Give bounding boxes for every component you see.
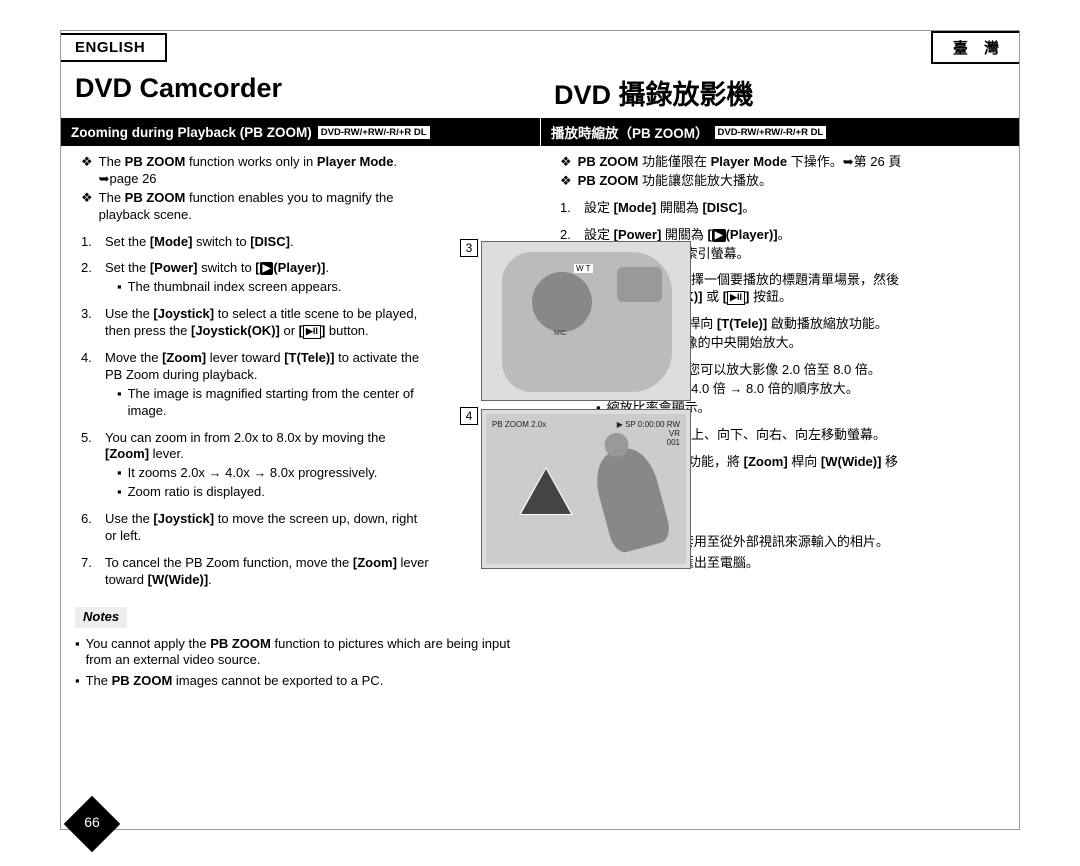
step-item: 2.Set the [Power] switch to [▶(Player)].… xyxy=(81,260,526,296)
lang-label-taiwan: 臺 灣 xyxy=(931,31,1019,64)
disc-badge-right: DVD-RW/+RW/-R/+R DL xyxy=(715,126,827,139)
intro-item: ❖PB ZOOM 功能讓您能放大播放。 xyxy=(560,173,1005,190)
intro-item: ❖The PB ZOOM function works only in Play… xyxy=(81,154,526,188)
disc-badge-left: DVD-RW/+RW/-R/+R DL xyxy=(318,126,430,139)
title-left: DVD Camcorder xyxy=(61,63,540,118)
step-item: 5.You can zoom in from 2.0x to 8.0x by m… xyxy=(81,430,526,502)
step-item: 6.Use the [Joystick] to move the screen … xyxy=(81,511,526,545)
steps-list-en: 1.Set the [Mode] switch to [DISC].2.Set … xyxy=(75,234,526,589)
note-item: ▪The PB ZOOM images cannot be exported t… xyxy=(75,673,526,690)
figure-4-number: 4 xyxy=(460,407,478,425)
osd-pbzoom: PB ZOOM 2.0x xyxy=(492,420,546,429)
page-number: 66 xyxy=(68,814,116,830)
section-title-right: 播放時縮放（PB ZOOM） xyxy=(551,122,709,142)
note-item: ▪You cannot apply the PB ZOOM function t… xyxy=(75,636,526,670)
figure-3-number: 3 xyxy=(460,239,478,257)
notes-list-en: ▪You cannot apply the PB ZOOM function t… xyxy=(75,636,526,691)
lang-left-wrap: ENGLISH xyxy=(61,31,540,63)
playback-screenshot: PB ZOOM 2.0x ▶ SP 0:00:00 RW VR 001 xyxy=(486,414,686,564)
lang-label-english: ENGLISH xyxy=(61,33,167,62)
osd-vr: VR xyxy=(617,429,680,438)
person-silhouette xyxy=(589,443,673,555)
zoom-triangle-icon xyxy=(521,469,571,514)
lang-right-wrap: 臺 灣 xyxy=(540,31,1019,63)
figure-3: 3 W T MIC xyxy=(481,241,691,401)
manual-page: ENGLISH 臺 灣 DVD Camcorder DVD 攝錄放影機 Zoom… xyxy=(60,30,1020,830)
intro-item: ❖The PB ZOOM function enables you to mag… xyxy=(81,190,526,224)
notes-label-en: Notes xyxy=(75,607,127,628)
section-bar-right: 播放時縮放（PB ZOOM） DVD-RW/+RW/-R/+R DL xyxy=(540,118,1019,146)
title-right: DVD 攝錄放影機 xyxy=(540,63,1019,118)
step-item: 7.To cancel the PB Zoom function, move t… xyxy=(81,555,526,589)
section-title-left: Zooming during Playback (PB ZOOM) xyxy=(71,125,312,140)
section-bar-left: Zooming during Playback (PB ZOOM) DVD-RW… xyxy=(61,118,540,146)
osd-time: ▶ SP 0:00:00 RW xyxy=(617,420,680,429)
mic-label: MIC xyxy=(554,330,567,337)
camcorder-illustration: W T MIC xyxy=(502,252,672,392)
zoom-wt-label: W T xyxy=(574,264,593,273)
figure-4: 4 PB ZOOM 2.0x ▶ SP 0:00:00 RW VR 001 xyxy=(481,409,691,569)
page-number-badge: 66 xyxy=(68,800,116,848)
intro-item: ❖PB ZOOM 功能僅限在 Player Mode 下操作。➥第 26 頁 xyxy=(560,154,1005,171)
step-item: 1.設定 [Mode] 開關為 [DISC]。 xyxy=(560,200,1005,217)
figure-stack: 3 W T MIC 4 PB ZOOM 2.0x ▶ SP 0:00:00 RW… xyxy=(481,241,691,577)
step-item: 3.Use the [Joystick] to select a title s… xyxy=(81,306,526,340)
intro-list-en: ❖The PB ZOOM function works only in Play… xyxy=(75,154,526,224)
intro-list-zh: ❖PB ZOOM 功能僅限在 Player Mode 下操作。➥第 26 頁 ❖P… xyxy=(554,154,1005,190)
